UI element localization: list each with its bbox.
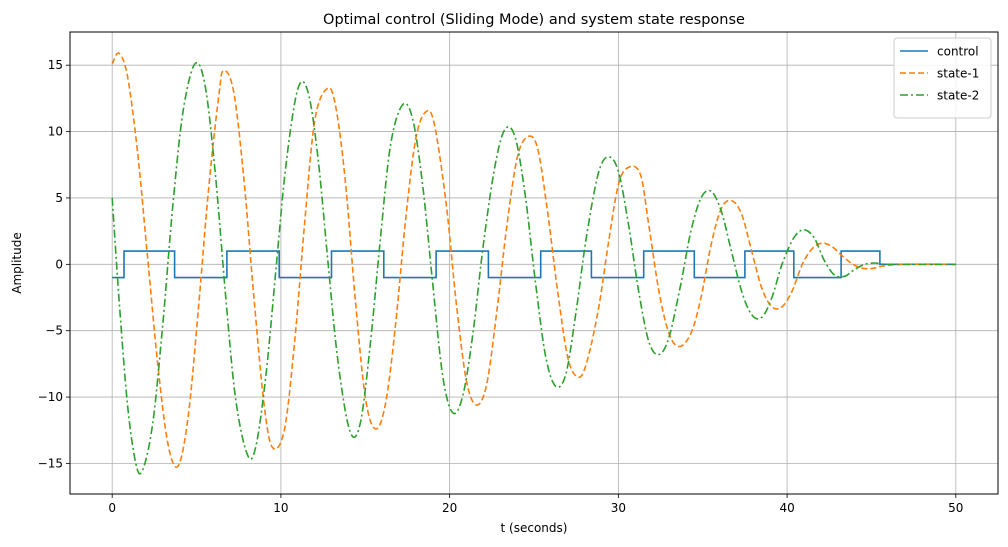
legend-box xyxy=(893,37,992,119)
legend: control state-1 state-2 xyxy=(893,37,992,119)
plot-frame xyxy=(69,31,999,495)
y-tick-label: 0 xyxy=(55,257,63,271)
x-tick-label: 40 xyxy=(779,501,794,515)
y-tick-label: −15 xyxy=(38,456,63,470)
legend-label-control: control xyxy=(937,45,979,59)
x-axis-ticks: 0 10 20 30 40 50 xyxy=(108,494,963,515)
series-layer xyxy=(111,52,956,475)
y-tick-label: 10 xyxy=(48,125,63,139)
series-line-state-1 xyxy=(111,52,956,468)
legend-label-state-1: state-1 xyxy=(937,67,979,81)
y-tick-label: 15 xyxy=(48,58,63,72)
x-tick-label: 50 xyxy=(948,501,963,515)
x-axis-label: t (seconds) xyxy=(501,521,568,535)
legend-label-state-2: state-2 xyxy=(937,89,979,103)
y-axis-label: Amplitude xyxy=(10,232,24,294)
chart-title: Optimal control (Sliding Mode) and syste… xyxy=(323,12,745,28)
series-line-state-2 xyxy=(111,61,956,475)
x-tick-label: 0 xyxy=(108,501,116,515)
y-axis-ticks: −15 −10 −5 0 5 10 15 xyxy=(38,58,70,470)
series-line-control xyxy=(112,250,956,279)
y-tick-label: −5 xyxy=(45,324,63,338)
x-tick-label: 20 xyxy=(442,501,457,515)
x-tick-label: 10 xyxy=(273,501,288,515)
x-tick-label: 30 xyxy=(611,501,626,515)
y-tick-label: −10 xyxy=(38,390,63,404)
y-tick-label: 5 xyxy=(55,191,63,205)
